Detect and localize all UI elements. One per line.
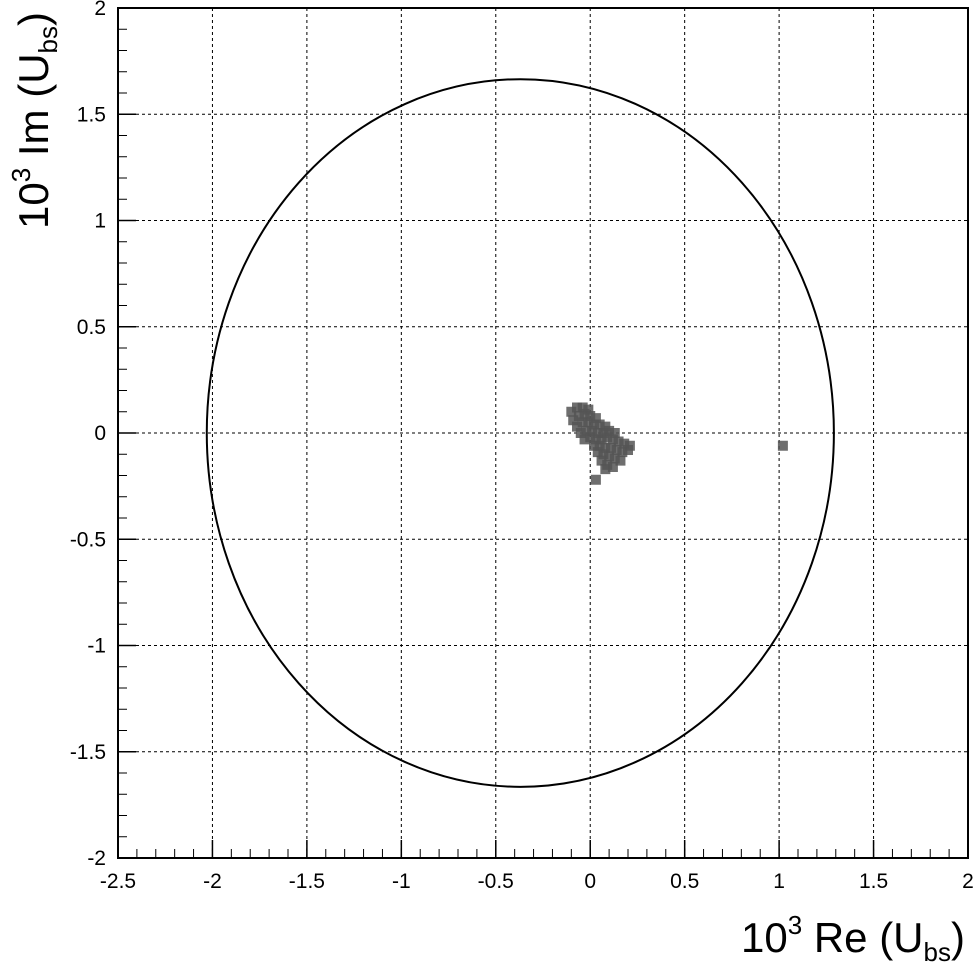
cluster-point bbox=[581, 425, 592, 436]
cluster-point bbox=[579, 434, 590, 445]
cluster-point bbox=[602, 432, 613, 443]
cluster-point bbox=[617, 447, 628, 458]
y-tick-label: -2 bbox=[87, 847, 106, 870]
grid-lines bbox=[118, 8, 968, 858]
cluster-point bbox=[573, 411, 584, 421]
cluster-point bbox=[572, 421, 582, 432]
cluster-point bbox=[596, 434, 607, 445]
cluster-point bbox=[613, 436, 624, 447]
cluster-point bbox=[566, 406, 577, 417]
cluster-point bbox=[777, 440, 788, 451]
cluster-point bbox=[590, 474, 601, 485]
cluster-point bbox=[589, 440, 599, 451]
cluster-point bbox=[575, 428, 586, 438]
x-tick-label: 0 bbox=[584, 870, 596, 893]
cluster-point bbox=[600, 442, 611, 453]
cluster-point bbox=[585, 432, 596, 443]
cluster-point bbox=[604, 425, 615, 436]
x-tick-label: 1 bbox=[773, 870, 785, 893]
cluster-point bbox=[623, 445, 633, 455]
cluster-point bbox=[579, 408, 590, 419]
ring-points-curve bbox=[205, 78, 835, 788]
x-tick-label: -2 bbox=[203, 870, 222, 893]
cluster-point bbox=[594, 440, 605, 451]
cluster-point bbox=[615, 455, 626, 466]
cluster-point bbox=[590, 434, 601, 445]
y-tick-label: 0.5 bbox=[77, 316, 106, 339]
y-tick-label: 1 bbox=[94, 210, 106, 233]
y-tick-label: -1.5 bbox=[70, 741, 106, 764]
cluster-point bbox=[609, 453, 620, 464]
cluster-point bbox=[577, 402, 588, 413]
cluster-point bbox=[568, 415, 579, 426]
cluster-point bbox=[596, 455, 607, 466]
x-tick-label: 1.5 bbox=[859, 870, 888, 893]
y-tick-label: -0.5 bbox=[70, 528, 106, 551]
cluster-point bbox=[583, 417, 594, 428]
x-tick-label: -2.5 bbox=[100, 870, 136, 893]
x-tick-label: 2 bbox=[962, 870, 974, 893]
y-tick-label: 2 bbox=[94, 0, 106, 20]
x-tick-label: 0.5 bbox=[670, 870, 699, 893]
cluster-point bbox=[590, 413, 601, 424]
cluster-point bbox=[587, 425, 598, 436]
cluster-point bbox=[607, 462, 618, 472]
cluster-point bbox=[609, 428, 620, 438]
cluster-point bbox=[606, 442, 616, 453]
cluster-point bbox=[604, 451, 615, 462]
cluster-point bbox=[594, 419, 605, 430]
cluster-point bbox=[598, 449, 609, 460]
y-tick-label: 0 bbox=[94, 422, 106, 445]
x-tick-label: -1.5 bbox=[289, 870, 325, 893]
cluster-point bbox=[611, 445, 622, 455]
x-tick-label: -1 bbox=[392, 870, 411, 893]
cluster-point bbox=[607, 434, 618, 445]
y-tick-label: 1.5 bbox=[77, 103, 106, 126]
x-axis-title: 103 Re (Ubs) bbox=[741, 910, 965, 966]
cluster-point bbox=[585, 411, 596, 421]
y-tick-label: -1 bbox=[87, 635, 106, 658]
cluster-point bbox=[592, 447, 603, 458]
data-points bbox=[205, 78, 835, 788]
axis-ticks: -2.5 -2 -1.5 -1 -0.5 0 0.5 1 1.5 2-2-1.5-1-0.500.… bbox=[70, 0, 974, 893]
y-axis-title: 103 Im (Ubs) bbox=[6, 12, 63, 229]
cluster-point bbox=[589, 419, 599, 430]
cluster-point bbox=[577, 417, 588, 428]
cluster-point bbox=[619, 438, 630, 449]
cluster-point bbox=[600, 464, 611, 475]
cluster-point bbox=[572, 402, 582, 413]
cluster-point bbox=[592, 428, 603, 438]
x-tick-label: -0.5 bbox=[478, 870, 514, 893]
